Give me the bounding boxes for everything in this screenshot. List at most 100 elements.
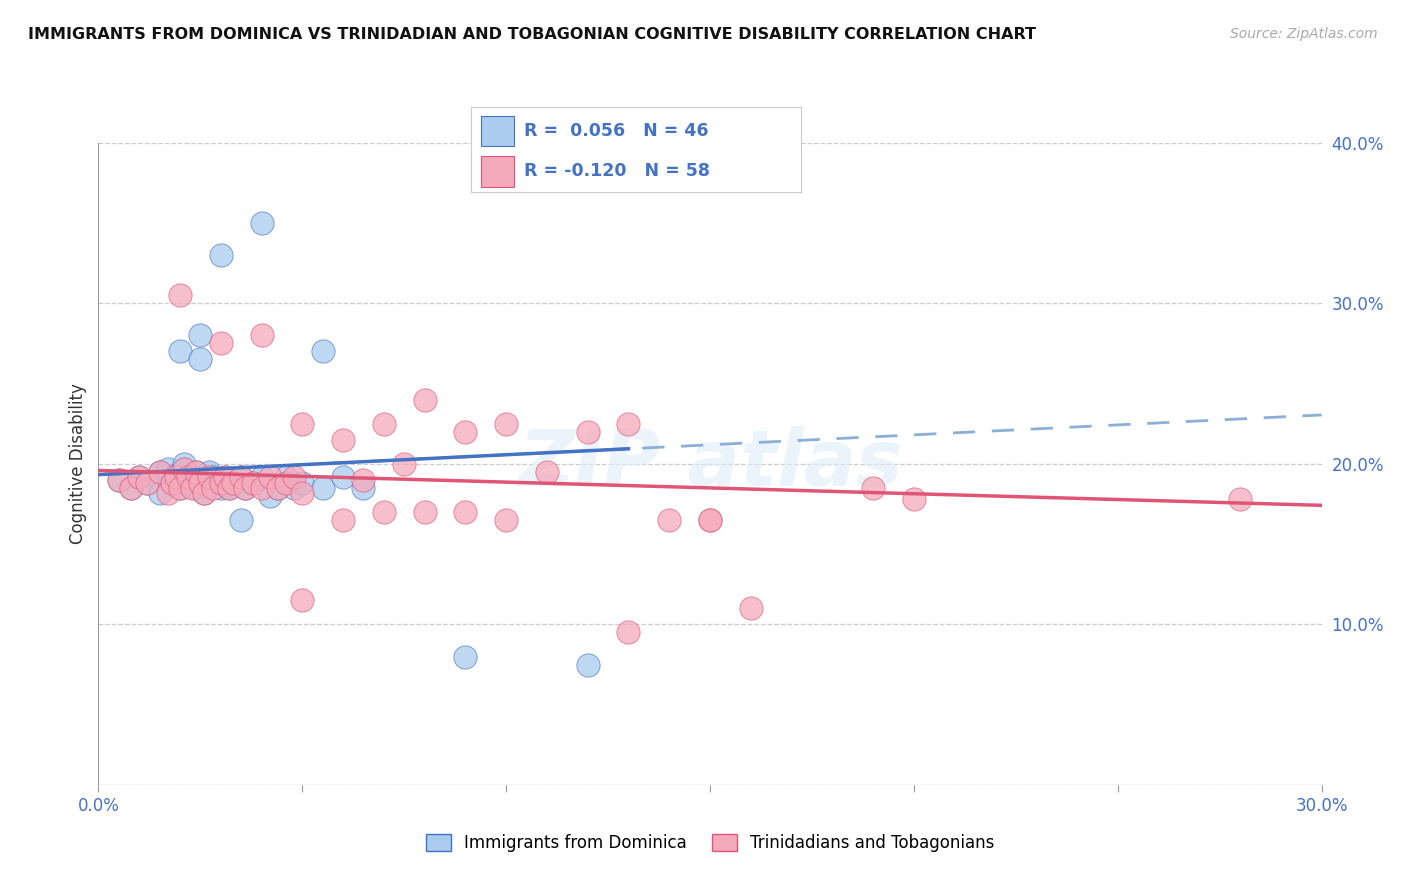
Point — [128, 469, 150, 483]
Point — [250, 469, 273, 483]
Point — [209, 476, 232, 491]
Point — [108, 473, 131, 487]
Point — [173, 461, 195, 475]
Point — [201, 481, 224, 495]
Point — [181, 469, 204, 483]
Point — [169, 344, 191, 359]
Point — [149, 465, 172, 479]
Point — [193, 485, 215, 500]
Text: Source: ZipAtlas.com: Source: ZipAtlas.com — [1230, 27, 1378, 41]
Point — [169, 288, 191, 302]
Point — [283, 469, 305, 483]
Point — [222, 476, 245, 491]
Point — [188, 328, 212, 343]
Point — [250, 481, 273, 495]
Point — [214, 469, 236, 483]
Point — [332, 513, 354, 527]
Point — [413, 392, 436, 407]
Point — [214, 469, 236, 483]
Legend: Immigrants from Dominica, Trinidadians and Tobagonians: Immigrants from Dominica, Trinidadians a… — [418, 825, 1002, 860]
Point — [233, 481, 256, 495]
Point — [231, 513, 253, 527]
Point — [209, 248, 232, 262]
Point — [862, 481, 884, 495]
Point — [165, 469, 187, 483]
Point — [149, 465, 172, 479]
Point — [454, 505, 477, 519]
Point — [658, 513, 681, 527]
Point — [740, 601, 762, 615]
Point — [173, 461, 195, 475]
Point — [156, 485, 179, 500]
Text: IMMIGRANTS FROM DOMINICA VS TRINIDADIAN AND TOBAGONIAN COGNITIVE DISABILITY CORR: IMMIGRANTS FROM DOMINICA VS TRINIDADIAN … — [28, 27, 1036, 42]
Point — [209, 481, 232, 495]
Point — [352, 481, 374, 495]
Point — [274, 469, 297, 483]
Point — [495, 417, 517, 431]
Point — [373, 505, 395, 519]
Point — [454, 649, 477, 664]
Point — [312, 481, 335, 495]
Point — [495, 513, 517, 527]
Point — [283, 481, 305, 495]
Point — [267, 481, 290, 495]
Text: R = -0.120   N = 58: R = -0.120 N = 58 — [524, 161, 710, 179]
Point — [454, 425, 477, 439]
Point — [259, 489, 281, 503]
Point — [181, 481, 204, 495]
Bar — [481, 116, 515, 146]
Point — [250, 328, 273, 343]
Point — [160, 476, 183, 491]
Point — [169, 481, 191, 495]
Point — [169, 481, 191, 495]
Point — [108, 473, 131, 487]
Point — [291, 485, 314, 500]
Point — [536, 465, 558, 479]
Point — [197, 465, 219, 479]
Point — [699, 513, 721, 527]
Point — [160, 476, 183, 491]
Point — [193, 485, 215, 500]
Point — [699, 513, 721, 527]
Point — [576, 657, 599, 672]
Point — [1229, 492, 1251, 507]
Point — [312, 344, 335, 359]
Point — [259, 469, 281, 483]
Point — [197, 469, 219, 483]
Point — [186, 465, 208, 479]
Point — [242, 476, 264, 491]
Point — [156, 461, 179, 475]
Point — [576, 425, 599, 439]
Point — [201, 469, 224, 483]
Point — [352, 473, 374, 487]
Point — [291, 476, 314, 491]
Point — [291, 417, 314, 431]
Point — [149, 485, 172, 500]
Point — [291, 593, 314, 607]
Point — [617, 625, 640, 640]
Point — [222, 476, 245, 491]
Point — [233, 481, 256, 495]
Point — [267, 481, 290, 495]
Point — [392, 457, 416, 471]
Point — [218, 481, 240, 495]
Point — [617, 417, 640, 431]
Point — [903, 492, 925, 507]
Point — [231, 469, 253, 483]
Point — [274, 476, 297, 491]
Point — [120, 481, 142, 495]
Point — [120, 481, 142, 495]
Y-axis label: Cognitive Disability: Cognitive Disability — [69, 384, 87, 544]
Point — [136, 476, 159, 491]
Point — [332, 469, 354, 483]
Point — [188, 476, 212, 491]
Text: R =  0.056   N = 46: R = 0.056 N = 46 — [524, 122, 709, 140]
Point — [231, 469, 253, 483]
Point — [173, 457, 195, 471]
Point — [136, 476, 159, 491]
Point — [250, 216, 273, 230]
Point — [177, 469, 200, 483]
Point — [218, 481, 240, 495]
Text: ZIP atlas: ZIP atlas — [517, 425, 903, 502]
Point — [165, 468, 187, 483]
